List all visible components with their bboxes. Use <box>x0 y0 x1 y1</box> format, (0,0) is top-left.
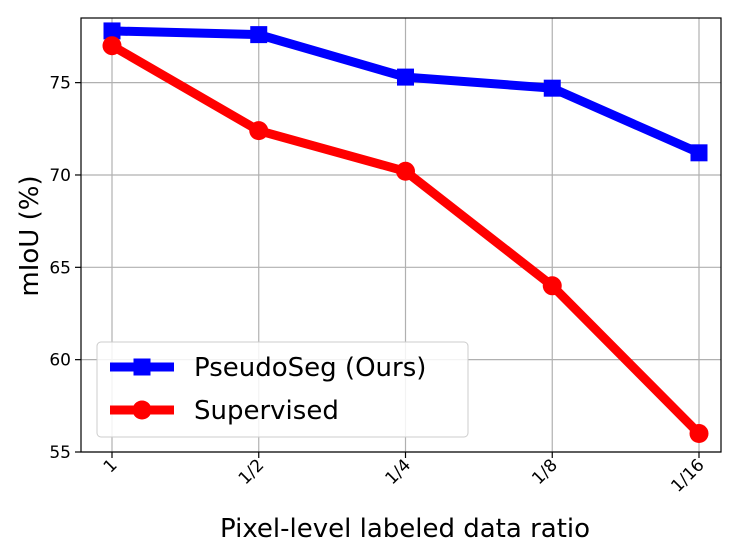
data-point-pseudoseg-ours <box>103 22 121 40</box>
legend-box <box>96 341 469 438</box>
x-tick-label: 1 <box>100 455 122 477</box>
data-point-supervised <box>542 276 562 296</box>
x-tick-label: 1/2 <box>235 455 268 488</box>
y-tick-label: 75 <box>49 74 71 94</box>
y-tick-label: 55 <box>49 443 71 463</box>
data-point-supervised <box>396 161 415 181</box>
y-tick-label: 70 <box>49 166 71 186</box>
legend-marker-pseudoseg <box>133 358 151 376</box>
data-point-supervised <box>689 424 709 444</box>
x-axis-label: Pixel-level labeled data ratio <box>220 514 590 544</box>
legend-marker-supervised <box>132 400 152 420</box>
data-point-supervised <box>102 36 122 56</box>
plot-frame <box>80 17 722 453</box>
x-tick-label: 1/16 <box>667 455 708 496</box>
data-point-pseudoseg-ours <box>543 79 561 97</box>
legend: PseudoSeg (Ours) Supervised <box>96 341 469 438</box>
y-tick-label: 60 <box>49 351 71 371</box>
data-point-pseudoseg-ours <box>250 26 268 44</box>
y-axis-label: mIoU (%) <box>15 175 45 296</box>
data-point-pseudoseg-ours <box>690 144 708 162</box>
legend-label-supervised: Supervised <box>194 396 339 426</box>
x-tick-label: 1/8 <box>528 455 561 488</box>
x-tick-label: 1/4 <box>382 455 415 488</box>
legend-label-pseudoseg: PseudoSeg (Ours) <box>194 353 426 383</box>
series-layer <box>102 22 709 444</box>
y-tick-label: 65 <box>49 258 71 278</box>
data-point-pseudoseg-ours <box>397 68 414 86</box>
data-point-supervised <box>249 121 269 141</box>
